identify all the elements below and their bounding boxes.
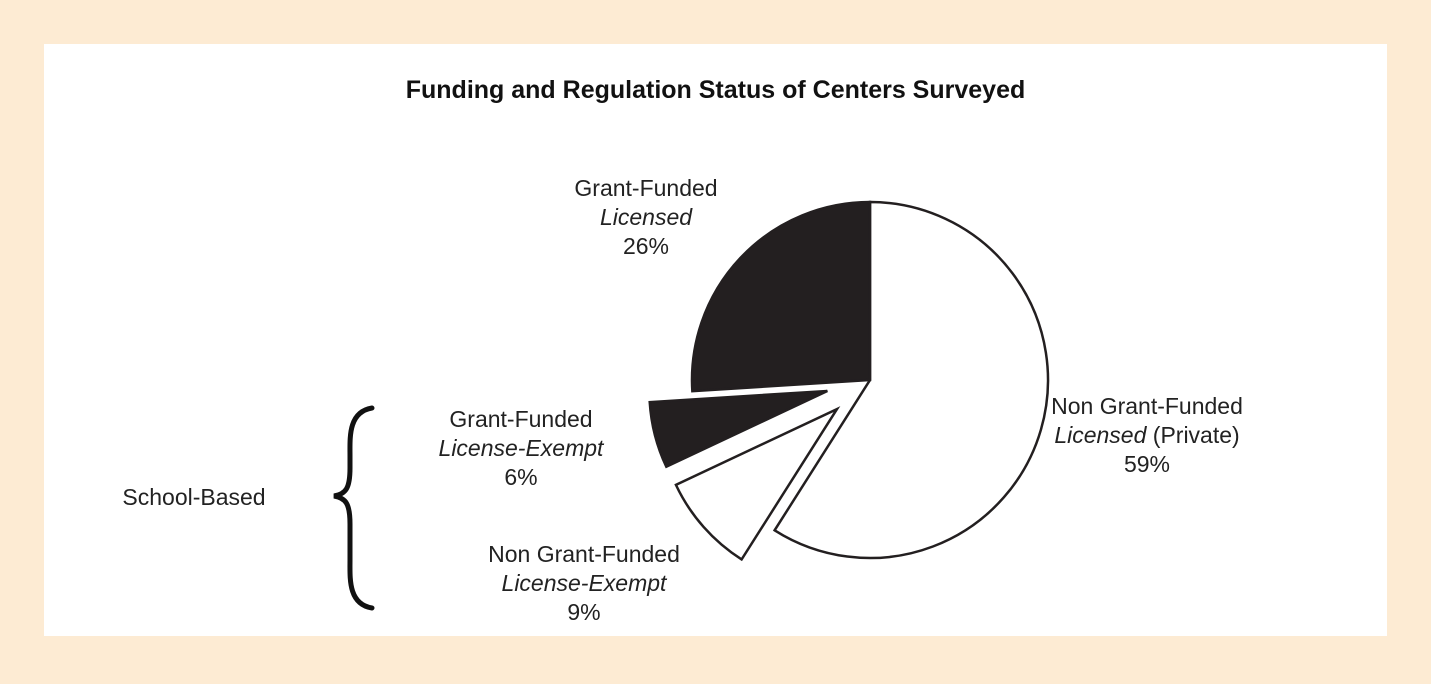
pie-slices <box>648 200 1050 562</box>
slice-label: Non Grant-Funded License-Exempt 9% <box>488 541 680 625</box>
curly-brace <box>333 405 375 611</box>
slice-value-label: 6% <box>504 464 537 490</box>
slice-label: Grant-Funded Licensed 26% <box>574 175 717 259</box>
slice-label-line1: Grant-Funded <box>449 406 592 432</box>
pie-slice <box>648 389 828 469</box>
slice-value-label: 59% <box>1124 451 1170 477</box>
pie-slice <box>690 200 872 393</box>
school-based-group: School-Based <box>122 405 375 611</box>
pie-slice <box>674 406 841 562</box>
pie-slice <box>772 200 1050 560</box>
school-based-label: School-Based <box>122 484 265 510</box>
slice-label-line2: Licensed (Private) <box>1054 422 1239 448</box>
chart-panel: Funding and Regulation Status of Centers… <box>44 44 1387 636</box>
slice-label-line2: License-Exempt <box>439 435 606 461</box>
slice-label: Grant-Funded License-Exempt 6% <box>439 406 606 490</box>
slice-label: Non Grant-Funded Licensed (Private) 59% <box>1051 393 1243 477</box>
slice-label-line1: Grant-Funded <box>574 175 717 201</box>
slice-value-label: 26% <box>623 233 669 259</box>
slice-label-line1: Non Grant-Funded <box>488 541 680 567</box>
slice-value-label: 9% <box>567 599 600 625</box>
slice-label-line2: License-Exempt <box>502 570 669 596</box>
slice-label-line1: Non Grant-Funded <box>1051 393 1243 419</box>
chart-title: Funding and Regulation Status of Centers… <box>405 76 1026 104</box>
slice-label-line2: Licensed <box>600 204 693 230</box>
